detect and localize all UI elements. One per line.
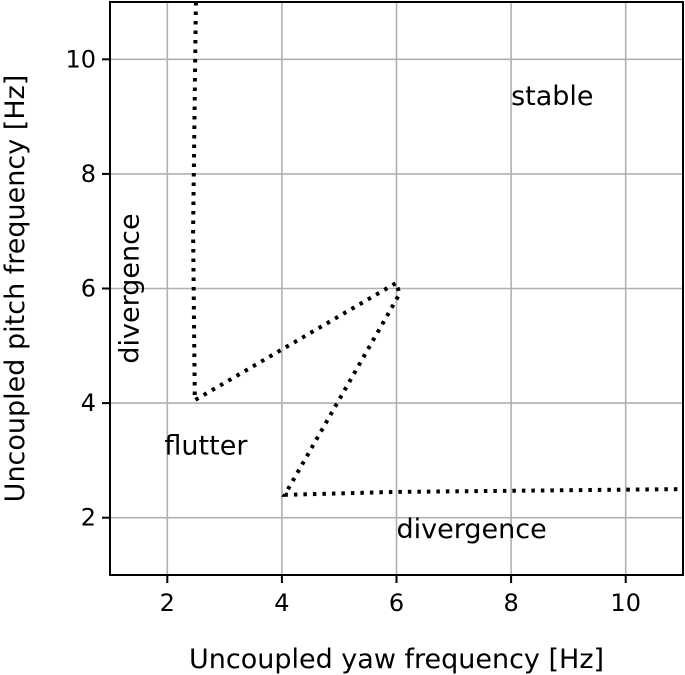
stability-boundary-line-0 (191, 1, 684, 497)
region-label-stable-0: stable (511, 81, 593, 112)
x-tick-label-10: 10 (610, 589, 641, 617)
x-tick-label-2: 2 (160, 589, 175, 617)
y-axis-label: Uncoupled pitch frequency [Hz] (0, 75, 31, 503)
x-axis-label: Uncoupled yaw frequency [Hz] (189, 644, 604, 675)
y-tick-label-10: 10 (65, 45, 96, 73)
series-layer (191, 1, 684, 497)
region-label-divergence-3: divergence (397, 514, 547, 545)
region-label-divergence-1: divergence (115, 213, 146, 363)
y-tick-label-6: 6 (81, 275, 96, 303)
annotations: stable divergence flutter divergence (115, 81, 594, 545)
region-label-flutter-2: flutter (164, 431, 248, 462)
grid (110, 2, 683, 575)
x-tick-label-4: 4 (274, 589, 289, 617)
x-tick-label-6: 6 (389, 589, 404, 617)
y-tick-label-8: 8 (81, 160, 96, 188)
ticks: 2 4 6 8 10 2 4 6 8 10 (65, 45, 641, 617)
x-tick-label-8: 8 (503, 589, 518, 617)
y-tick-label-2: 2 (81, 504, 96, 532)
y-tick-label-4: 4 (81, 389, 96, 417)
